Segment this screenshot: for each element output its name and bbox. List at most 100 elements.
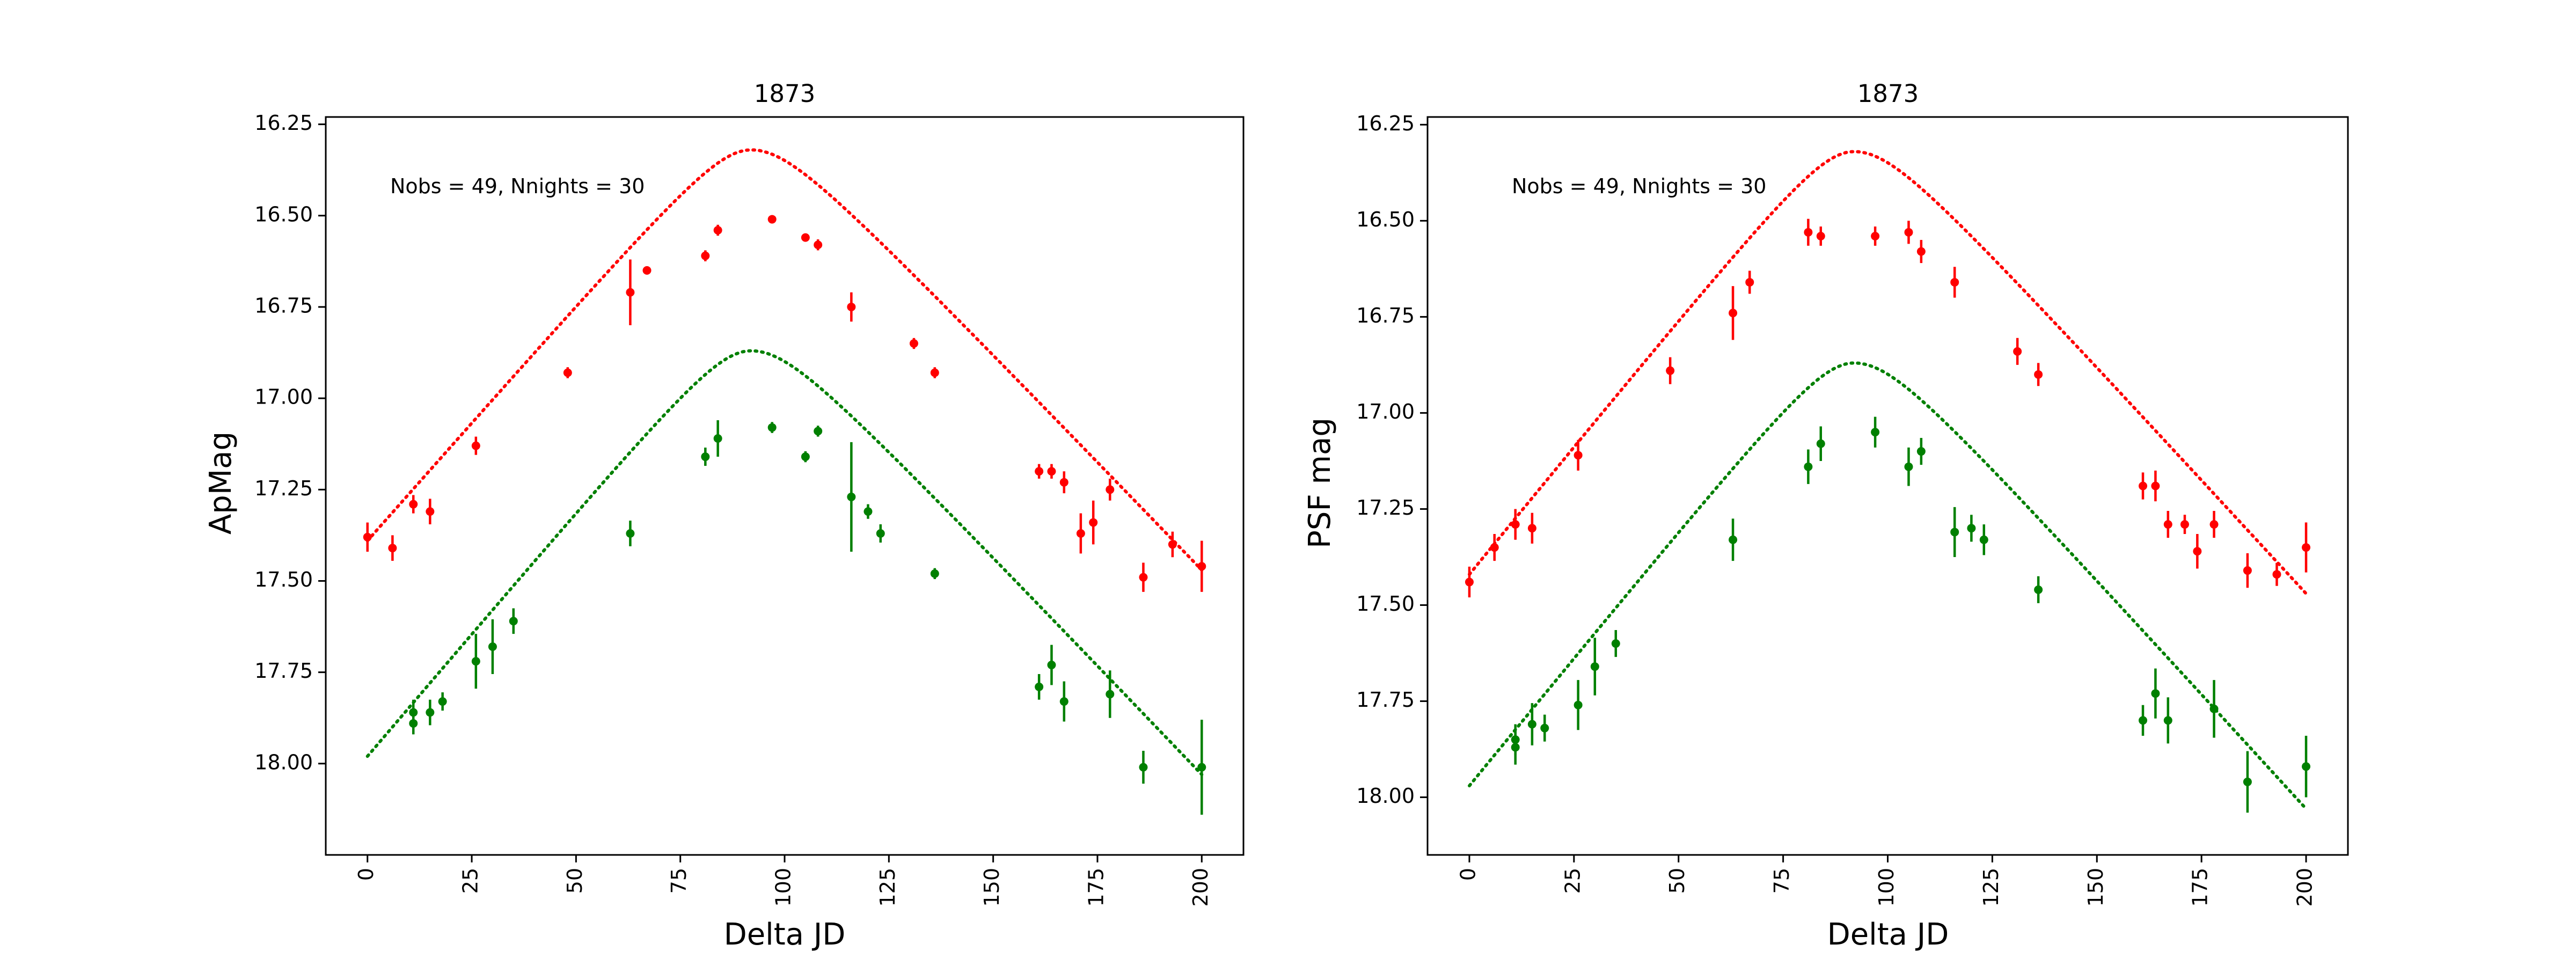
green-data-point [488, 619, 497, 675]
green-data-point [2243, 751, 2252, 813]
green-data-point [1916, 437, 1926, 465]
green-data-point [1106, 670, 1115, 718]
data-marker [1139, 573, 1148, 582]
red-data-point [1047, 464, 1056, 479]
x-tick-label: 100 [772, 868, 795, 907]
x-tick-label: 150 [980, 868, 1004, 907]
data-marker [909, 339, 918, 348]
x-tick-label: 75 [1770, 868, 1794, 894]
red-data-point [563, 367, 572, 378]
red-data-point [2243, 553, 2252, 588]
data-marker [1047, 661, 1056, 670]
y-tick-label: 18.00 [254, 750, 313, 774]
data-marker [1904, 462, 1913, 471]
data-marker [1574, 700, 1583, 709]
green-data-point [1047, 645, 1056, 685]
data-marker [1511, 735, 1520, 744]
green-data-point [1804, 449, 1813, 484]
green-data-point [801, 451, 810, 463]
data-marker [1035, 467, 1044, 476]
red-model-curve [365, 148, 1204, 572]
red-data-point [2209, 511, 2219, 538]
data-marker [1916, 247, 1926, 256]
red-data-point [626, 259, 635, 325]
data-marker [767, 215, 777, 224]
green-data-point [1979, 524, 1988, 555]
data-marker [1816, 439, 1825, 448]
red-data-point [847, 292, 856, 322]
axis-ticks: 0 25 50 75 100 125 150 175 200 16.25 16.50 16.75 17.… [1356, 112, 2316, 907]
data-marker [1465, 577, 1474, 587]
red-data-point [1035, 464, 1044, 479]
data-points [363, 215, 1206, 815]
green-data-point [876, 524, 885, 543]
red-data-point [1816, 226, 1825, 246]
data-marker [863, 507, 873, 516]
y-tick-label: 16.50 [254, 202, 313, 226]
red-data-point [701, 250, 710, 261]
data-marker [2151, 481, 2160, 491]
data-marker [1047, 467, 1056, 476]
y-tick-label: 17.75 [254, 659, 313, 683]
green-data-point [1904, 447, 1913, 486]
data-marker [1950, 277, 1959, 287]
red-data-point [1076, 513, 1085, 554]
green-data-point [701, 448, 710, 466]
x-tick-label: 50 [563, 868, 587, 894]
x-tick-label: 100 [1875, 868, 1898, 907]
red-data-point [1089, 500, 1098, 545]
data-marker [426, 708, 435, 717]
red-model-curve [1468, 150, 2308, 595]
data-marker [2302, 543, 2311, 552]
chart-panel-psfmag: 1873 Nobs = 49, Nnights = 30 Delta JD PS… [1302, 79, 2349, 952]
data-marker [2243, 777, 2252, 786]
data-marker [1168, 540, 1177, 549]
data-marker [1804, 462, 1813, 471]
data-marker [1979, 535, 1988, 544]
green-data-point [814, 426, 823, 437]
data-marker [488, 642, 497, 652]
green-data-point [409, 699, 418, 726]
data-marker [767, 423, 777, 432]
data-marker [701, 452, 710, 462]
data-marker [801, 452, 810, 462]
data-marker [1611, 639, 1620, 648]
y-tick-label: 16.25 [1356, 112, 1415, 135]
plot-frame [1426, 116, 2349, 856]
data-marker [409, 500, 418, 509]
x-axis-label: Delta JD [724, 917, 846, 952]
y-tick-label: 16.50 [1356, 208, 1415, 231]
red-data-point [1745, 270, 1754, 294]
green-data-point [1197, 720, 1206, 815]
green-data-point [863, 504, 873, 519]
green-data-point [1059, 681, 1069, 722]
green-data-point [767, 422, 777, 433]
data-marker [930, 368, 939, 377]
axis-ticks: 0 25 50 75 100 125 150 175 200 16.25 16.50 16.75 17.… [254, 111, 1212, 906]
data-marker [2193, 547, 2202, 556]
red-data-point [1871, 226, 1880, 246]
data-marker [2034, 585, 2043, 594]
red-data-point [1059, 471, 1069, 494]
data-marker [930, 569, 939, 578]
red-data-point [1106, 478, 1115, 501]
green-data-point [1527, 703, 1536, 745]
y-tick-label: 17.25 [1356, 496, 1415, 519]
green-data-point [2302, 735, 2311, 797]
data-marker [1804, 228, 1813, 237]
y-tick-label: 16.75 [1356, 304, 1415, 327]
data-marker [814, 240, 823, 250]
green-model-curve [365, 349, 1204, 777]
red-data-point [2180, 515, 2189, 535]
stats-annotation: Nobs = 49, Nnights = 30 [390, 174, 645, 198]
y-tick-label: 16.75 [254, 294, 313, 317]
data-marker [801, 233, 810, 242]
data-marker [626, 529, 635, 538]
green-data-point [1511, 724, 1520, 755]
chart-title: 1873 [754, 79, 816, 108]
x-tick-label: 75 [667, 868, 691, 894]
data-marker [1089, 518, 1098, 527]
red-data-point [1197, 540, 1206, 592]
x-axis-label: Delta JD [1827, 917, 1949, 952]
